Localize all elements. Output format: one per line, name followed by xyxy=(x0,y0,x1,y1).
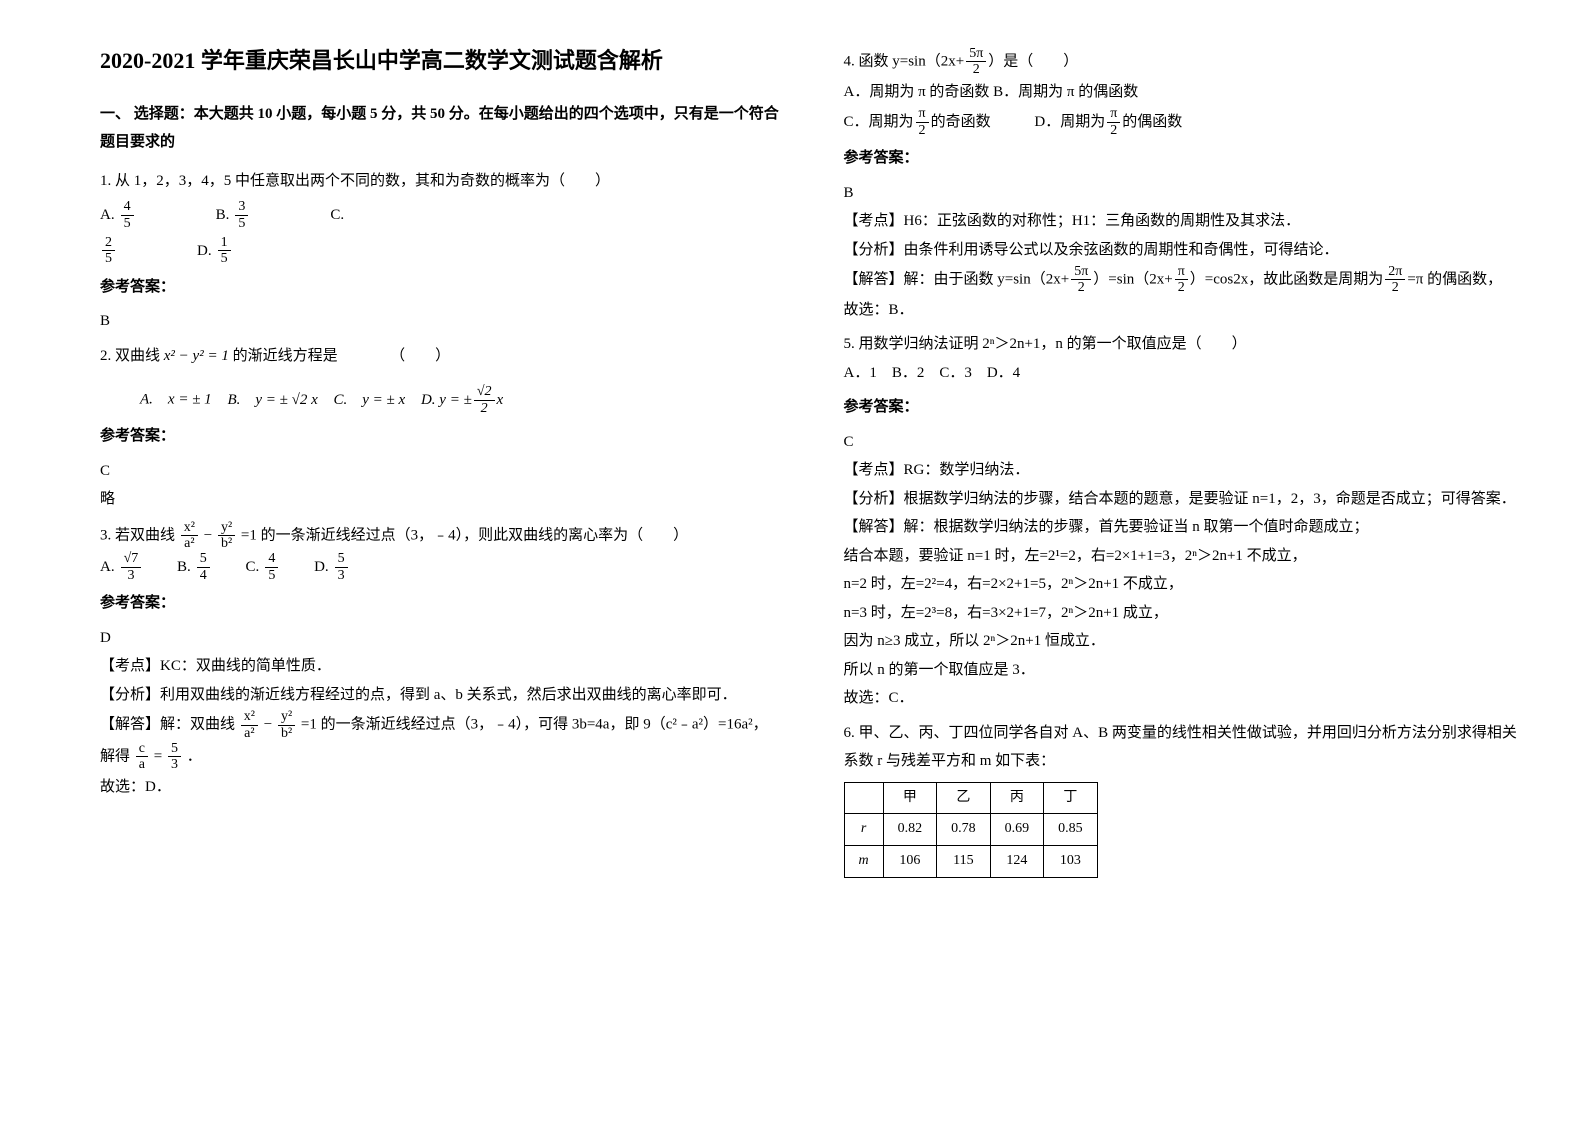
answer-label: 参考答案： xyxy=(100,422,784,451)
q2-note: 略 xyxy=(100,485,784,514)
q5-fenxi: 【分析】根据数学归纳法的步骤，结合本题的题意，是要验证 n=1，2，3，命题是否… xyxy=(844,485,1528,514)
answer-label: 参考答案： xyxy=(844,393,1528,422)
q2-option-a: A. x = ± 1 xyxy=(140,392,212,408)
q3-option-c: C. 45 xyxy=(246,551,281,583)
q5-options: A．1 B．2 C．3 D．4 xyxy=(844,359,1528,388)
answer-label: 参考答案： xyxy=(844,144,1528,173)
q2-options: A. x = ± 1 B. y = ± √2 x C. y = ± x D. y… xyxy=(140,384,784,416)
q5-jieda-2: 结合本题，要验证 n=1 时，左=2¹=2，右=2×1+1=3，2ⁿ＞2n+1 … xyxy=(844,542,1528,571)
right-column: 4. 函数 y=sin（2x+5π2）是（ ） A．周期为 π 的奇函数 B．周… xyxy=(844,40,1528,884)
q3-stem: 3. 若双曲线 x²a² − y²b² =1 的一条渐近线经过点（3，﹣4），则… xyxy=(100,520,784,552)
q3-option-b: B. 54 xyxy=(177,551,212,583)
question-1: 1. 从 1，2，3，4，5 中任意取出两个不同的数，其和为奇数的概率为（ ） … xyxy=(100,167,784,336)
answer-label: 参考答案： xyxy=(100,589,784,618)
q3-kaodian: 【考点】KC：双曲线的简单性质． xyxy=(100,652,784,681)
question-2: 2. 双曲线 x² − y² = 1 的渐近线方程是 （ ） A. x = ± … xyxy=(100,342,784,514)
q2-option-b: B. y = ± √2 x xyxy=(227,392,317,408)
q5-kaodian: 【考点】RG：数学归纳法． xyxy=(844,456,1528,485)
q4-fenxi: 【分析】由条件利用诱导公式以及余弦函数的周期性和奇偶性，可得结论． xyxy=(844,236,1528,265)
q3-option-a: A. √73 xyxy=(100,551,143,583)
q3-fenxi: 【分析】利用双曲线的渐近线方程经过的点，得到 a、b 关系式，然后求出双曲线的离… xyxy=(100,681,784,710)
q3-answer: D xyxy=(100,624,784,653)
q1-option-c: 25 xyxy=(100,235,117,267)
q5-answer: C xyxy=(844,428,1528,457)
q6-stem: 6. 甲、乙、丙、丁四位同学各自对 A、B 两变量的线性相关性做试验，并用回归分… xyxy=(844,719,1528,776)
q3-jieda-2: 解得 ca = 53 ． xyxy=(100,741,784,773)
q4-jieda: 【解答】解：由于函数 y=sin（2x+5π2）=sin（2x+π2）=cos2… xyxy=(844,264,1528,296)
q6-table: 甲 乙 丙 丁 r 0.82 0.78 0.69 0.85 m 106 115 … xyxy=(844,782,1098,878)
q1-answer: B xyxy=(100,307,784,336)
q4-stem: 4. 函数 y=sin（2x+5π2）是（ ） xyxy=(844,46,1528,78)
question-5: 5. 用数学归纳法证明 2ⁿ＞2n+1，n 的第一个取值应是（ ） A．1 B．… xyxy=(844,330,1528,713)
q3-guxuan: 故选：D． xyxy=(100,773,784,802)
q4-kaodian: 【考点】H6：正弦函数的对称性；H1：三角函数的周期性及其求法． xyxy=(844,207,1528,236)
q3-jieda-1: 【解答】解：双曲线 x²a² − y²b² =1 的一条渐近线经过点（3，﹣4）… xyxy=(100,709,784,741)
section-1-heading: 一、 选择题：本大题共 10 小题，每小题 5 分，共 50 分。在每小题给出的… xyxy=(100,100,784,157)
q3-options: A. √73 B. 54 C. 45 D. 53 xyxy=(100,551,784,583)
q4-option-c: C．周期为π2的奇函数 xyxy=(844,114,991,130)
q5-stem: 5. 用数学归纳法证明 2ⁿ＞2n+1，n 的第一个取值应是（ ） xyxy=(844,330,1528,359)
q4-option-d: D．周期为π2的偶函数 xyxy=(1034,114,1182,130)
question-4: 4. 函数 y=sin（2x+5π2）是（ ） A．周期为 π 的奇函数 B．周… xyxy=(844,46,1528,324)
q5-jieda-6: 所以 n 的第一个取值应是 3． xyxy=(844,656,1528,685)
table-row: r 0.82 0.78 0.69 0.85 xyxy=(844,814,1097,846)
q5-jieda-3: n=2 时，左=2²=4，右=2×2+1=5，2ⁿ＞2n+1 不成立， xyxy=(844,570,1528,599)
q5-jieda-5: 因为 n≥3 成立，所以 2ⁿ＞2n+1 恒成立． xyxy=(844,627,1528,656)
q1-option-b: B. 35 xyxy=(216,199,251,231)
q2-option-d: D. y = ±√22x xyxy=(421,392,503,408)
q4-guxuan: 故选：B． xyxy=(844,296,1528,325)
q4-answer: B xyxy=(844,179,1528,208)
q1-option-d: D. 15 xyxy=(197,235,233,267)
q4-options-row1: A．周期为 π 的奇函数 B．周期为 π 的偶函数 xyxy=(844,78,1528,107)
q1-option-c-label: C. xyxy=(330,201,344,230)
q1-stem: 1. 从 1，2，3，4，5 中任意取出两个不同的数，其和为奇数的概率为（ ） xyxy=(100,167,784,196)
question-3: 3. 若双曲线 x²a² − y²b² =1 的一条渐近线经过点（3，﹣4），则… xyxy=(100,520,784,802)
q5-guxuan: 故选：C． xyxy=(844,684,1528,713)
q5-jieda-1: 【解答】解：根据数学归纳法的步骤，首先要验证当 n 取第一个值时命题成立； xyxy=(844,513,1528,542)
table-row: 甲 乙 丙 丁 xyxy=(844,782,1097,814)
q5-jieda-4: n=3 时，左=2³=8，右=3×2+1=7，2ⁿ＞2n+1 成立， xyxy=(844,599,1528,628)
left-column: 2020-2021 学年重庆荣昌长山中学高二数学文测试题含解析 一、 选择题：本… xyxy=(100,40,784,884)
q2-answer: C xyxy=(100,457,784,486)
question-6: 6. 甲、乙、丙、丁四位同学各自对 A、B 两变量的线性相关性做试验，并用回归分… xyxy=(844,719,1528,878)
q4-options-row2: C．周期为π2的奇函数 D．周期为π2的偶函数 xyxy=(844,106,1528,138)
page-title: 2020-2021 学年重庆荣昌长山中学高二数学文测试题含解析 xyxy=(100,40,784,82)
q4-option-a: A．周期为 π 的奇函数 xyxy=(844,84,990,100)
q1-option-a: A. 45 xyxy=(100,199,136,231)
q4-option-b: B．周期为 π 的偶函数 xyxy=(993,84,1138,100)
q3-option-d: D. 53 xyxy=(314,551,350,583)
table-row: m 106 115 124 103 xyxy=(844,846,1097,878)
q2-stem: 2. 双曲线 x² − y² = 1 的渐近线方程是 （ ） xyxy=(100,342,784,371)
answer-label: 参考答案： xyxy=(100,273,784,302)
q2-option-c: C. y = ± x xyxy=(334,392,406,408)
